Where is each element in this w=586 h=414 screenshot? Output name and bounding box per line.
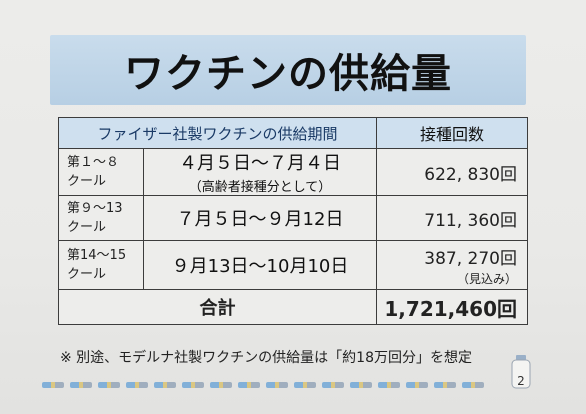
count-cell: 711, 360回 [376,195,528,241]
period-cell: ９月13日～10月10日 [143,240,377,290]
bottle-icon [511,355,531,389]
table-row: 第９～13 クール ７月５日～９月12日 711, 360回 [58,195,528,241]
count-value: 387, 270回 [424,248,517,269]
period-text: ９月13日～10月10日 [171,256,349,277]
vial-icon [70,382,92,388]
page-title: ワクチンの供給量 [124,51,452,97]
count-cell: 387, 270回 （見込み） [376,240,528,290]
vial-icon [294,382,316,388]
table-row: 第１～８ クール ４月５日～７月４日 （高齢者接種分として） 622, 830回 [58,148,528,196]
period-subtext: （高齢者接種分として） [188,180,332,195]
vial-icon [266,382,288,388]
count-value: 711, 360回 [424,210,517,231]
count-value: 622, 830回 [424,164,517,185]
title-banner: ワクチンの供給量 [50,35,526,105]
vial-icon [434,382,456,388]
vial-icon [210,382,232,388]
cycle-label-line1: 第14～15 [67,248,127,263]
period-text: ４月５日～７月４日 [179,153,341,174]
cycle-label-line2: クール [67,267,107,282]
vial-icon [42,382,64,388]
cycle-label: 第14～15 クール [58,240,144,290]
cycle-label: 第１～８ クール [58,148,144,196]
vial-icon [238,382,260,388]
vial-icon [322,382,344,388]
count-note: （見込み） [456,271,517,286]
cycle-label-line1: 第９～13 [67,201,123,216]
cycle-label-line2: クール [67,220,107,235]
vial-icon [154,382,176,388]
header-count: 接種回数 [376,117,528,149]
period-cell: ７月５日～９月12日 [143,195,377,241]
period-cell: ４月５日～７月４日 （高齢者接種分として） [143,148,377,196]
cycle-label-line1: 第１～８ [67,155,120,170]
vial-icon [350,382,372,388]
cycle-label: 第９～13 クール [58,195,144,241]
count-cell: 622, 830回 [376,148,528,196]
total-label: 合計 [58,289,377,325]
vial-icon [126,382,148,388]
vial-icon [98,382,120,388]
vial-decoration-strip [42,380,502,390]
total-value: 1,721,460回 [376,289,528,325]
table-header-row: ファイザー社製ワクチンの供給期間 接種回数 [58,117,528,149]
period-text: ７月５日～９月12日 [176,209,344,230]
vial-icon [378,382,400,388]
table-row: 第14～15 クール ９月13日～10月10日 387, 270回 （見込み） [58,240,528,290]
vial-icon [462,382,484,388]
total-row: 合計 1,721,460回 [58,289,528,325]
vaccine-supply-table: ファイザー社製ワクチンの供給期間 接種回数 第１～８ クール ４月５日～７月４日… [58,117,528,325]
header-period: ファイザー社製ワクチンの供給期間 [58,117,377,149]
footnote: ※ 別途、モデルナ社製ワクチンの供給量は「約18万回分」を想定 [60,350,472,366]
vial-icon [406,382,428,388]
cycle-label-line2: クール [67,174,107,189]
vial-icon [182,382,204,388]
page-number: 2 [517,374,525,388]
